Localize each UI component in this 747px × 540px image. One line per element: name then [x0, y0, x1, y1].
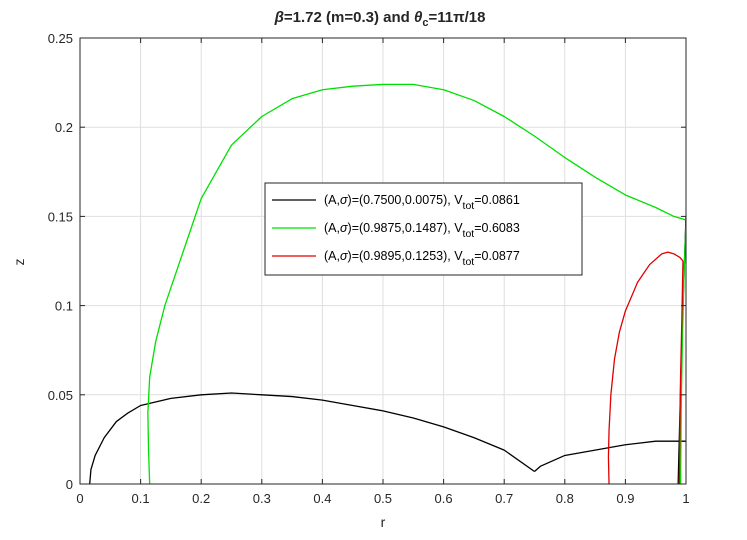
- legend-box: [264, 182, 583, 276]
- title-beta: β: [274, 9, 284, 26]
- title-theta-rest: =11π/18: [428, 9, 485, 26]
- x-axis-label: r: [381, 514, 386, 530]
- x-tick-label: 0.5: [374, 491, 392, 506]
- x-tick-label: 0: [76, 491, 83, 506]
- legend-label-1: (A,σ)=(0.7500,0.0075), Vtot=0.0861: [324, 193, 520, 212]
- y-tick-label: 0.2: [55, 120, 73, 135]
- x-tick-label: 0.8: [556, 491, 574, 506]
- y-tick-label: 0.05: [48, 388, 73, 403]
- legend-label-3: (A,σ)=(0.9895,0.1253), Vtot=0.0877: [324, 249, 520, 268]
- x-tick-label: 1: [682, 491, 689, 506]
- x-tick-label: 0.1: [132, 491, 150, 506]
- x-tick-label: 0.3: [253, 491, 271, 506]
- series-3-line-1: [607, 251, 684, 484]
- title-beta-rest: =1.72 (m=0.3) and: [284, 9, 414, 26]
- y-axis-label: z: [11, 259, 27, 266]
- x-tick-label: 0.4: [313, 491, 331, 506]
- legend-entries: (A,σ)=(0.7500,0.0075), Vtot=0.0861 (A,σ)=…: [272, 193, 520, 268]
- title-theta: θ: [414, 9, 423, 26]
- title-theta-sub: c: [422, 17, 428, 29]
- y-ticks: 0 0.05 0.1 0.15 0.2 0.25: [48, 31, 686, 492]
- legend-label-2: (A,σ)=(0.9875,0.1487), Vtot=0.6083: [324, 221, 520, 240]
- y-tick-label: 0.15: [48, 209, 73, 224]
- x-tick-label: 0.2: [192, 491, 210, 506]
- series-1-line-1: [89, 392, 535, 484]
- series-2-line-2: [679, 219, 686, 484]
- series-2-line-1: [147, 83, 686, 484]
- x-tick-label: 0.9: [616, 491, 634, 506]
- x-tick-label: 0.7: [495, 491, 513, 506]
- x-tick-label: 0.6: [435, 491, 453, 506]
- y-tick-label: 0: [66, 477, 73, 492]
- legend: (A,σ)=(0.7500,0.0075), Vtot=0.0861 (A,σ)=…: [264, 182, 583, 276]
- y-tick-label: 0.1: [55, 299, 73, 314]
- chart-title: β=1.72 (m=0.3) and θc=11π/18: [274, 9, 486, 29]
- series-3-line-2: [678, 260, 684, 484]
- y-tick-label: 0.25: [48, 31, 73, 46]
- series-layer: [89, 83, 686, 484]
- x-ticks: 0 0.1 0.2 0.3 0.4 0.5 0.6 0.7 0.8 0.9 1: [76, 38, 690, 506]
- series-1-line-2: [534, 440, 686, 472]
